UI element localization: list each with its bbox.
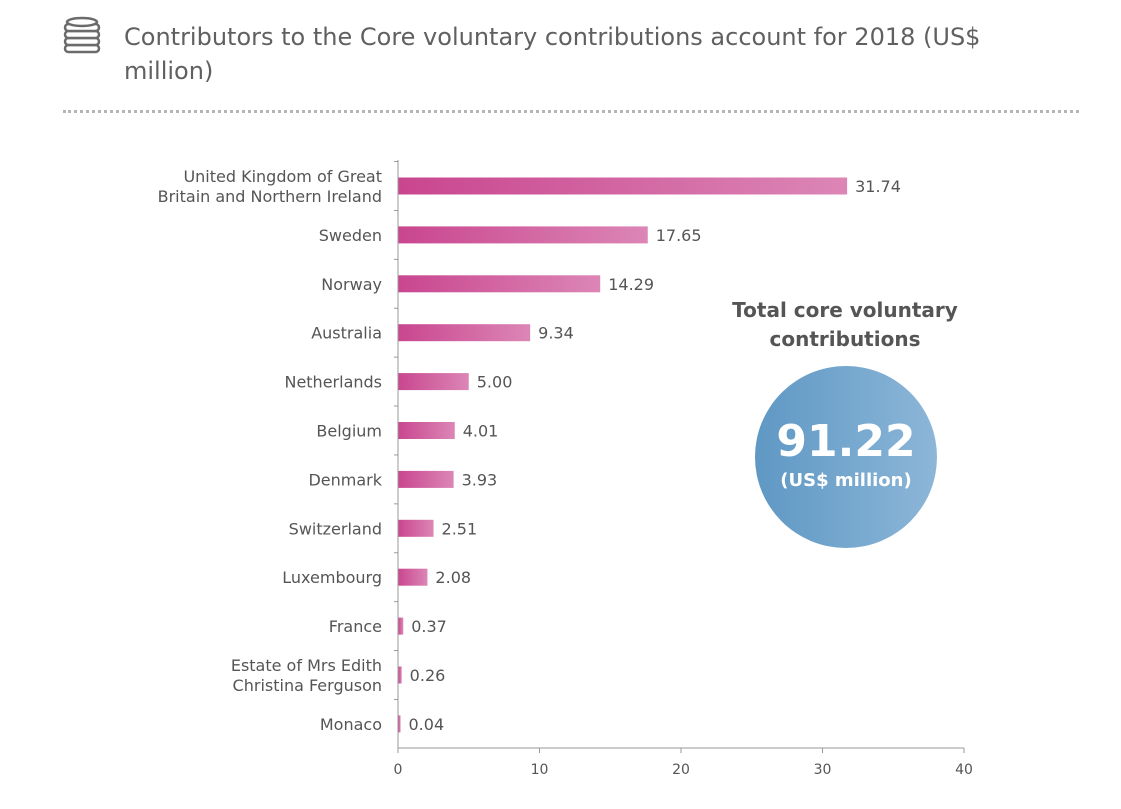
- total-circle: 91.22 (US$ million): [755, 366, 937, 548]
- total-unit: (US$ million): [780, 470, 912, 491]
- coin-stack-icon: [63, 16, 101, 54]
- category-label: Sweden: [319, 226, 382, 245]
- category-label: Luxembourg: [282, 568, 382, 587]
- bar: [398, 568, 428, 586]
- category-label: France: [329, 617, 382, 636]
- chart-title: Contributors to the Core voluntary contr…: [124, 23, 981, 85]
- bar: [398, 519, 434, 537]
- x-tick-label: 20: [672, 762, 690, 778]
- value-label: 2.51: [442, 519, 478, 538]
- total-heading: Total core voluntary contributions: [732, 298, 958, 351]
- bar: [398, 226, 648, 244]
- value-label: 4.01: [463, 422, 499, 441]
- category-label: Monaco: [320, 715, 382, 734]
- category-label: Australia: [311, 324, 382, 343]
- value-label: 0.04: [409, 715, 445, 734]
- category-label: Denmark: [308, 470, 382, 489]
- x-tick-label: 10: [531, 762, 549, 778]
- dotted-divider: [63, 110, 1079, 113]
- total-value: 91.22: [776, 416, 916, 467]
- value-label: 0.37: [411, 617, 447, 636]
- bar: [398, 470, 454, 488]
- bar: [398, 177, 848, 195]
- category-label: United Kingdom of Great Britain and North…: [158, 167, 382, 206]
- value-label: 9.34: [538, 324, 574, 343]
- bar: [398, 617, 404, 635]
- bar: [398, 715, 401, 733]
- value-label: 3.93: [462, 470, 498, 489]
- x-tick-label: 40: [955, 762, 973, 778]
- x-tick-label: 30: [814, 762, 832, 778]
- bar: [398, 324, 531, 342]
- category-label: Norway: [321, 275, 382, 294]
- bar: [398, 422, 455, 439]
- value-label: 5.00: [477, 373, 513, 392]
- value-label: 17.65: [656, 226, 702, 245]
- value-label: 0.26: [410, 666, 446, 685]
- category-label: Belgium: [316, 422, 382, 441]
- bar: [398, 373, 469, 391]
- x-tick-label: 0: [394, 762, 403, 778]
- category-label: Estate of Mrs Edith Christina Ferguson: [231, 656, 382, 695]
- category-label: Netherlands: [284, 373, 382, 392]
- value-label: 14.29: [608, 275, 654, 294]
- bar: [398, 666, 402, 684]
- category-label: Switzerland: [289, 519, 382, 538]
- bar: [398, 275, 601, 293]
- value-label: 2.08: [435, 568, 471, 587]
- value-label: 31.74: [855, 177, 901, 196]
